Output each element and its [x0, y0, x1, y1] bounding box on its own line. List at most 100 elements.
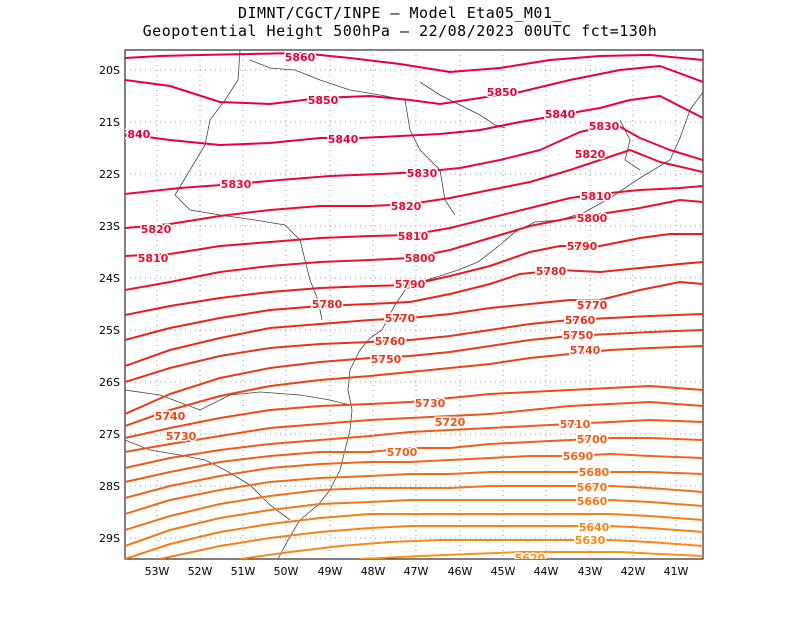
contour-5790 [125, 233, 703, 316]
contour-5690 [125, 453, 703, 499]
lagoon [419, 81, 506, 129]
contour-label-5840-1: 5840 [328, 133, 359, 146]
longitude-ticks: 53W 52W 51W 50W 49W 48W 47W 46W 45W 44W 43W 42W 41W [145, 565, 689, 578]
contour-5640 [159, 525, 703, 559]
lat-tick-20S: 20S [99, 64, 120, 77]
lon-tick-47W: 47W [404, 565, 429, 578]
lat-tick-26S: 26S [99, 376, 120, 389]
contour-label-5730: 5730 [166, 430, 197, 443]
contour-5780 [125, 261, 703, 341]
contour-5830 [125, 123, 703, 195]
lat-tick-23S: 23S [99, 220, 120, 233]
contour-5620 [359, 551, 703, 559]
contour-label-5700-1: 5700 [577, 433, 608, 446]
contour-label-5700: 5700 [387, 446, 418, 459]
lat-tick-24S: 24S [99, 272, 120, 285]
contour-5760 [125, 313, 703, 383]
contour-label-5800: 5800 [405, 252, 436, 265]
contour-label-5710: 5710 [560, 418, 591, 431]
contour-label-5810-2: 5810 [581, 190, 612, 203]
lat-tick-22S: 22S [99, 168, 120, 181]
contour-5750 [125, 329, 703, 415]
contour-5720 [125, 401, 703, 453]
contour-label-5770-1: 5770 [577, 299, 608, 312]
contour-label-5820-1: 5820 [391, 200, 422, 213]
contour-label-5850: 5850 [308, 94, 339, 107]
contour-label-5740: 5740 [155, 410, 186, 423]
state-border-1 [174, 50, 323, 321]
contour-label-5770: 5770 [385, 312, 416, 325]
contour-label-5790-1: 5790 [567, 240, 598, 253]
coastline [277, 91, 703, 559]
lon-tick-48W: 48W [361, 565, 386, 578]
contour-5660 [125, 499, 703, 547]
contour-label-5820: 5820 [141, 223, 172, 236]
title-line-1: DIMNT/CGCT/INPE – Model Eta05_M01_ [237, 4, 563, 22]
contour-label-5760: 5760 [375, 335, 406, 348]
contour-5860 [125, 52, 703, 73]
contour-label-5760-1: 5760 [565, 314, 596, 327]
contour-label-5730-1: 5730 [415, 397, 446, 410]
lat-tick-29S: 29S [99, 532, 120, 545]
contour-label-5630: 5630 [575, 534, 606, 547]
lon-tick-50W: 50W [274, 565, 299, 578]
contour-label-5820-2: 5820 [575, 148, 606, 161]
contour-label-5670: 5670 [577, 481, 608, 494]
contour-5850 [125, 65, 703, 105]
contour-label-5620: 5620 [515, 552, 546, 565]
lon-tick-44W: 44W [534, 565, 559, 578]
lon-tick-42W: 42W [621, 565, 646, 578]
contour-5680 [125, 471, 703, 515]
contour-label-5750-1: 5750 [563, 329, 594, 342]
latitude-ticks: 20S 21S 22S 23S 24S 25S 26S 27S 28S 29S [99, 64, 120, 545]
contour-label-5830: 5830 [221, 178, 252, 191]
lat-tick-21S: 21S [99, 116, 120, 129]
contour-label-5830-2: 5830 [589, 120, 620, 133]
contour-label-5780: 5780 [312, 298, 343, 311]
contour-5630 [239, 539, 703, 559]
contour-label-5800-1: 5800 [577, 212, 608, 225]
state-border-3 [125, 389, 351, 411]
contour-5840 [125, 95, 703, 146]
contour-label-5660: 5660 [577, 495, 608, 508]
lon-tick-41W: 41W [664, 565, 689, 578]
contour-5700 [125, 437, 703, 483]
contour-5730 [125, 385, 703, 439]
contour-lines [125, 52, 703, 559]
lon-tick-52W: 52W [188, 565, 213, 578]
lon-tick-43W: 43W [578, 565, 603, 578]
contour-5810 [125, 185, 703, 257]
contour-5770 [125, 281, 703, 367]
contour-5670 [125, 485, 703, 531]
contour-label-5850-1: 5850 [487, 86, 518, 99]
lat-tick-27S: 27S [99, 428, 120, 441]
contour-labels: 5860 5850 5850 5840 5840 5840 5830 5830 5830 5820… [120, 50, 621, 565]
contour-label-5840-2: 5840 [545, 108, 576, 121]
contour-5710 [125, 419, 703, 469]
contour-label-5640: 5640 [579, 521, 610, 534]
contour-label-5810-1: 5810 [398, 230, 429, 243]
contour-5820 [125, 149, 703, 229]
contour-5650 [125, 513, 703, 559]
title-line-2: Geopotential Height 500hPa – 22/08/2023 … [142, 22, 658, 40]
lat-tick-28S: 28S [99, 480, 120, 493]
contour-5800 [125, 199, 703, 291]
contour-label-5750: 5750 [371, 353, 402, 366]
contour-label-5720: 5720 [435, 416, 466, 429]
contour-label-5780-1: 5780 [536, 265, 567, 278]
state-border-4 [125, 439, 291, 521]
lon-tick-46W: 46W [448, 565, 473, 578]
contour-label-5740-1: 5740 [570, 344, 601, 357]
map-title: DIMNT/CGCT/INPE – Model Eta05_M01_ Geopo… [0, 4, 800, 40]
lon-tick-49W: 49W [318, 565, 343, 578]
contour-label-5690: 5690 [563, 450, 594, 463]
contour-label-5840: 5840 [120, 128, 151, 141]
contour-label-5790: 5790 [395, 278, 426, 291]
contour-5740 [125, 345, 703, 427]
contour-label-5830-1: 5830 [407, 167, 438, 180]
lon-tick-53W: 53W [145, 565, 170, 578]
contour-label-5810: 5810 [138, 252, 169, 265]
contour-label-5680: 5680 [579, 466, 610, 479]
contour-label-5860: 5860 [285, 51, 316, 64]
